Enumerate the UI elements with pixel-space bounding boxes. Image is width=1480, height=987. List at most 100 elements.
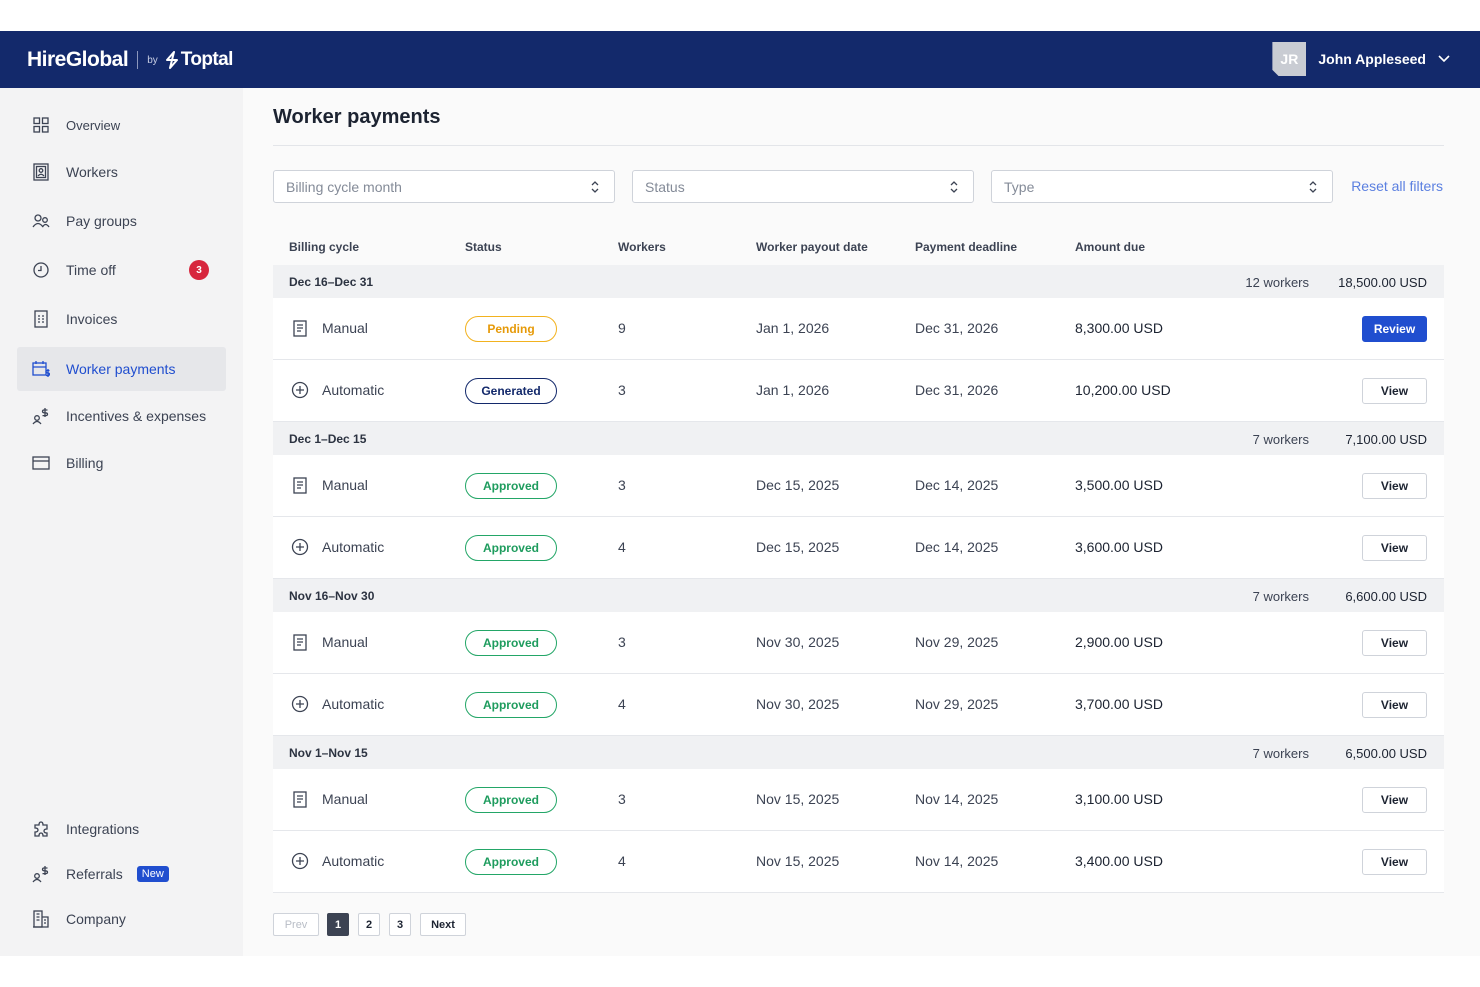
users-icon	[31, 211, 51, 231]
status-badge: Generated	[465, 378, 557, 404]
table-row[interactable]: Automatic Generated 3 Jan 1, 2026 Dec 31, 20…	[273, 360, 1444, 422]
calendar-dollar-icon	[31, 359, 51, 379]
payment-type-label: Manual	[322, 791, 368, 807]
payment-type: Manual	[291, 790, 368, 808]
payment-deadline: Dec 14, 2025	[915, 539, 999, 555]
column-header[interactable]: Billing cycle	[289, 240, 360, 254]
brand-logo[interactable]: HireGlobal by Toptal	[27, 48, 233, 72]
divider	[273, 145, 1444, 146]
sidebar-item-company[interactable]: Company	[17, 897, 226, 941]
type-filter[interactable]: Type	[991, 170, 1333, 203]
plus-circle-icon	[291, 538, 309, 556]
sidebar-item-worker-payments[interactable]: Worker payments	[17, 347, 226, 391]
payment-type-label: Manual	[322, 320, 368, 336]
payment-deadline: Nov 14, 2025	[915, 853, 999, 869]
sidebar-item-label: Pay groups	[66, 213, 137, 229]
payout-date: Nov 30, 2025	[756, 696, 840, 712]
payout-date: Dec 15, 2025	[756, 539, 840, 555]
workers-count: 3	[618, 382, 626, 398]
table-header: Billing cycle Status Workers Worker payo…	[273, 237, 1444, 257]
pagination: Prev 1 2 3 Next	[273, 913, 474, 936]
next-page-button[interactable]: Next	[420, 913, 466, 936]
sidebar-item-integrations[interactable]: Integrations	[17, 807, 226, 851]
table-row[interactable]: Manual Approved 3 Nov 15, 2025 Nov 14, 2025 3…	[273, 769, 1444, 831]
view-button[interactable]: View	[1362, 473, 1427, 499]
payment-deadline: Nov 29, 2025	[915, 696, 999, 712]
billing-cycle-label: Dec 16–Dec 31	[289, 275, 374, 289]
sidebar-item-label: Billing	[66, 455, 104, 471]
view-button[interactable]: View	[1362, 692, 1427, 718]
view-button[interactable]: View	[1362, 787, 1427, 813]
page-button[interactable]: 2	[358, 913, 380, 936]
view-button[interactable]: View	[1362, 630, 1427, 656]
prev-page-button[interactable]: Prev	[273, 913, 319, 936]
table-row[interactable]: Manual Pending 9 Jan 1, 2026 Dec 31, 2026 8,3…	[273, 298, 1444, 360]
sidebar-item-workers[interactable]: Workers	[17, 150, 226, 194]
document-icon	[291, 790, 309, 808]
page-button[interactable]: 1	[327, 913, 349, 936]
view-button[interactable]: View	[1362, 535, 1427, 561]
payment-type: Automatic	[291, 538, 384, 556]
main-content: Worker payments Billing cycle month Stat…	[273, 88, 1444, 956]
amount-due: 3,400.00 USD	[1075, 853, 1163, 869]
payment-deadline: Dec 31, 2026	[915, 320, 999, 336]
billing-cycle-group-row: Dec 1–Dec 15 7 workers 7,100.00 USD	[273, 422, 1444, 455]
column-header[interactable]: Worker payout date	[756, 240, 868, 254]
table-row[interactable]: Automatic Approved 4 Nov 15, 2025 Nov 14, 20…	[273, 831, 1444, 893]
user-name: John Appleseed	[1318, 51, 1426, 67]
billing-cycle-group-row: Nov 16–Nov 30 7 workers 6,600.00 USD	[273, 579, 1444, 612]
billing-cycle-label: Nov 16–Nov 30	[289, 589, 375, 603]
billing-cycle-filter[interactable]: Billing cycle month	[273, 170, 615, 203]
sidebar-item-referrals[interactable]: Referrals New	[17, 852, 226, 896]
payment-type: Automatic	[291, 381, 384, 399]
table-row[interactable]: Automatic Approved 4 Dec 15, 2025 Dec 14, 20…	[273, 517, 1444, 579]
table-row[interactable]: Manual Approved 3 Nov 30, 2025 Nov 29, 2025 2…	[273, 612, 1444, 674]
billing-cycle-label: Dec 1–Dec 15	[289, 432, 367, 446]
sidebar-item-label: Referrals	[66, 866, 123, 882]
column-header[interactable]: Amount due	[1075, 240, 1145, 254]
page-button[interactable]: 3	[389, 913, 411, 936]
group-total-amount: 18,500.00 USD	[1338, 275, 1427, 290]
brand-by: by	[147, 54, 158, 66]
group-total-amount: 7,100.00 USD	[1345, 432, 1427, 447]
credit-card-icon	[31, 453, 51, 473]
column-header[interactable]: Workers	[618, 240, 666, 254]
table-row[interactable]: Manual Approved 3 Dec 15, 2025 Dec 14, 2025 3…	[273, 455, 1444, 517]
payout-date: Nov 15, 2025	[756, 853, 840, 869]
payout-date: Jan 1, 2026	[756, 382, 830, 398]
amount-due: 3,600.00 USD	[1075, 539, 1163, 555]
status-filter[interactable]: Status	[632, 170, 974, 203]
payment-type-label: Automatic	[322, 696, 385, 712]
view-button[interactable]: View	[1362, 849, 1427, 875]
toptal-wordmark: Toptal	[180, 49, 234, 70]
payment-deadline: Nov 29, 2025	[915, 634, 999, 650]
user-menu[interactable]: JR John Appleseed	[1272, 42, 1450, 76]
sidebar-item-billing[interactable]: Billing	[17, 441, 226, 485]
sidebar-item-label: Invoices	[66, 311, 118, 327]
view-button[interactable]: View	[1362, 378, 1427, 404]
payment-deadline: Dec 31, 2026	[915, 382, 999, 398]
column-header[interactable]: Status	[465, 240, 502, 254]
avatar: JR	[1272, 42, 1307, 76]
workers-count: 4	[618, 853, 626, 869]
sidebar-item-pay-groups[interactable]: Pay groups	[17, 199, 226, 243]
sidebar-item-invoices[interactable]: Invoices	[17, 297, 226, 341]
payment-deadline: Nov 14, 2025	[915, 791, 999, 807]
app-window: HireGlobal by Toptal JR John Appleseed O…	[0, 31, 1480, 956]
payment-deadline: Dec 14, 2025	[915, 477, 999, 493]
reset-filters-link[interactable]: Reset all filters	[1351, 178, 1443, 194]
amount-due: 8,300.00 USD	[1075, 320, 1163, 336]
sidebar-item-label: Worker payments	[66, 361, 176, 377]
group-workers-count: 12 workers	[1245, 275, 1309, 290]
sidebar-item-label: Integrations	[66, 821, 140, 837]
sidebar-item-time-off[interactable]: Time off 3	[17, 248, 226, 292]
status-badge: Approved	[465, 692, 557, 718]
billing-cycle-group-row: Nov 1–Nov 15 7 workers 6,500.00 USD	[273, 736, 1444, 769]
table-row[interactable]: Automatic Approved 4 Nov 30, 2025 Nov 29, 20…	[273, 674, 1444, 736]
review-button[interactable]: Review	[1362, 316, 1427, 342]
id-card-icon	[31, 162, 51, 182]
sidebar-item-incentives-expenses[interactable]: Incentives & expenses	[17, 394, 226, 438]
column-header[interactable]: Payment deadline	[915, 240, 1018, 254]
sidebar-item-overview[interactable]: Overview	[17, 103, 226, 147]
payment-type-label: Manual	[322, 477, 368, 493]
